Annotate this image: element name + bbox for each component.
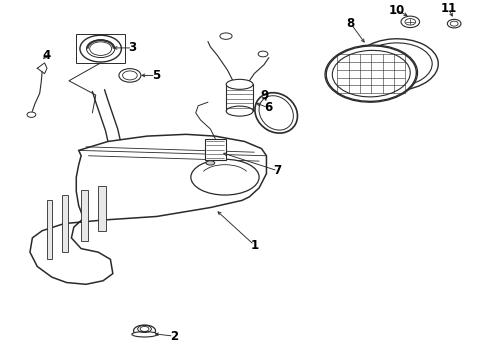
Text: 7: 7 xyxy=(273,164,281,177)
Polygon shape xyxy=(30,134,266,284)
Ellipse shape xyxy=(226,79,252,89)
Ellipse shape xyxy=(447,19,460,28)
FancyBboxPatch shape xyxy=(61,195,68,252)
Text: 5: 5 xyxy=(151,69,160,82)
Ellipse shape xyxy=(132,332,157,337)
Text: 8: 8 xyxy=(346,17,354,30)
Ellipse shape xyxy=(133,325,155,337)
Ellipse shape xyxy=(352,39,437,91)
Ellipse shape xyxy=(205,161,214,165)
Text: 3: 3 xyxy=(128,41,136,54)
Text: 4: 4 xyxy=(43,49,51,62)
Text: 6: 6 xyxy=(263,101,271,114)
Ellipse shape xyxy=(190,159,259,195)
FancyBboxPatch shape xyxy=(81,190,88,242)
Text: 1: 1 xyxy=(250,239,258,252)
Text: 9: 9 xyxy=(260,89,268,102)
FancyBboxPatch shape xyxy=(204,139,225,160)
Text: 11: 11 xyxy=(439,2,455,15)
Text: 10: 10 xyxy=(387,4,404,17)
FancyBboxPatch shape xyxy=(98,186,105,231)
Text: 2: 2 xyxy=(169,330,178,343)
Ellipse shape xyxy=(325,46,415,102)
Ellipse shape xyxy=(400,16,419,28)
Ellipse shape xyxy=(226,106,252,116)
FancyBboxPatch shape xyxy=(47,201,52,259)
